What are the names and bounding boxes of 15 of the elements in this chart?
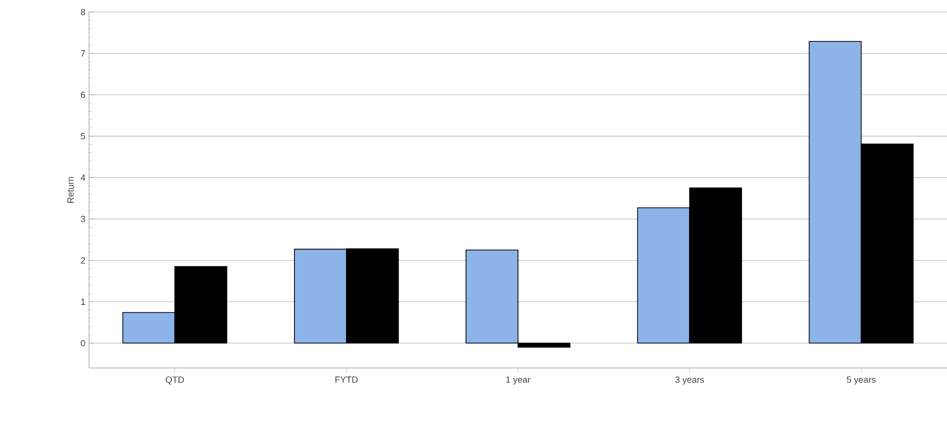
y-tick-label: 1 — [81, 298, 86, 305]
x-tick-label: QTD — [166, 376, 184, 384]
y-tick-label: 4 — [80, 174, 86, 181]
x-tick-label: 3 years — [675, 376, 704, 385]
y-axis-title: Return — [67, 177, 74, 203]
y-tick-label: 8 — [80, 8, 86, 16]
y-tick-label: 3 — [80, 216, 86, 222]
y-tick-label: 6 — [80, 92, 86, 98]
y-tick-label: 2 — [80, 257, 86, 264]
y-tick-label: 7 — [80, 50, 86, 56]
y-tick-label: 5 — [80, 133, 86, 140]
x-tick-label: 5 years — [846, 376, 876, 385]
x-tick-label: 1 year — [506, 376, 530, 385]
x-tick-label: FYTD — [335, 376, 358, 383]
y-tick-label: 0 — [80, 340, 86, 346]
